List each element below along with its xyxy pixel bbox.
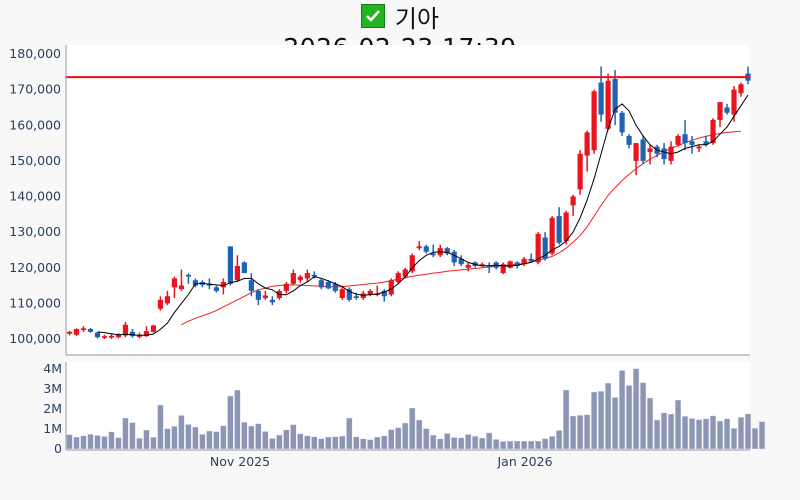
volume-bars	[66, 368, 766, 450]
volume-tick-label: 3M	[43, 381, 62, 396]
x-tick-label: Nov 2025	[210, 454, 270, 469]
volume-tick-label: 2M	[43, 401, 62, 416]
price-tick-label: 110,000	[9, 295, 61, 310]
check-mark-icon	[360, 4, 385, 28]
volume-tick-label: 1M	[43, 421, 62, 436]
ma5-line	[97, 94, 749, 336]
ma20-line	[181, 130, 742, 326]
stock-name: 기아	[394, 4, 440, 33]
x-axis: Nov 2025 Jan 2026	[210, 454, 553, 469]
price-tick-label: 160,000	[9, 117, 61, 132]
volume-y-axis: 0 1M 2M 3M 4M	[43, 361, 62, 456]
price-tick-label: 180,000	[9, 46, 61, 61]
price-plot-area	[66, 45, 750, 355]
price-tick-label: 170,000	[9, 82, 61, 97]
candlestick-series	[66, 66, 751, 339]
title-row: 기아	[0, 2, 800, 33]
volume-tick-label: 0	[54, 441, 62, 456]
price-tick-label: 140,000	[9, 189, 61, 204]
price-tick-label: 150,000	[9, 153, 61, 168]
price-tick-label: 100,000	[9, 331, 61, 346]
price-y-axis: 100,000 110,000 120,000 130,000 140,000 150,0…	[9, 46, 61, 346]
price-tick-label: 120,000	[9, 260, 61, 275]
x-tick-label: Jan 2026	[496, 454, 552, 469]
price-tick-label: 130,000	[9, 224, 61, 239]
volume-tick-label: 4M	[43, 361, 62, 376]
